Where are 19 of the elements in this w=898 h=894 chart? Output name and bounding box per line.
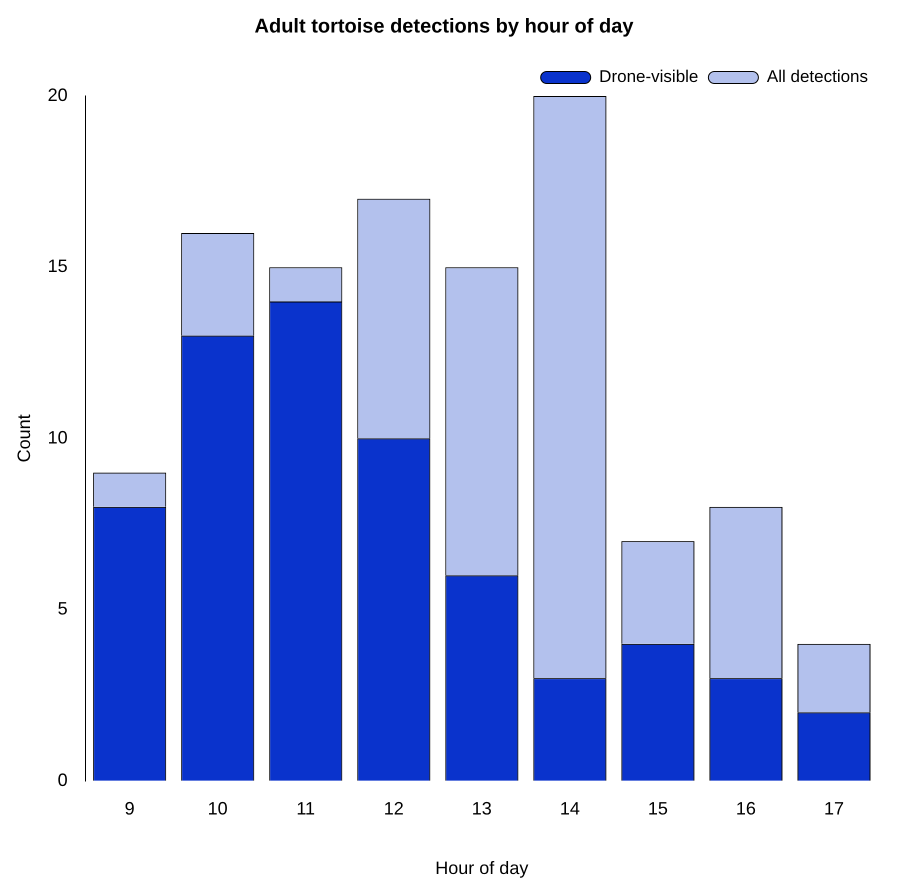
- legend-label: Drone-visible: [599, 67, 698, 86]
- x-tick-label: 9: [124, 798, 135, 819]
- legend-label: All detections: [766, 67, 868, 86]
- x-tick-label: 16: [736, 798, 756, 819]
- x-tick-label: 14: [560, 798, 580, 819]
- y-tick-label: 5: [58, 598, 68, 619]
- x-tick-label: 11: [296, 798, 316, 819]
- x-tick-label: 12: [384, 798, 404, 819]
- x-tick-label: 13: [472, 798, 492, 819]
- x-axis-title: Hour of day: [435, 858, 528, 878]
- y-tick-label: 15: [48, 256, 68, 276]
- y-tick-label: 10: [48, 427, 68, 448]
- chart-title: Adult tortoise detections by hour of day: [254, 16, 634, 38]
- y-axis-title: Count: [14, 414, 34, 462]
- x-tick-label: 15: [648, 798, 668, 819]
- y-tick-label: 20: [48, 84, 68, 105]
- x-tick-label: 17: [824, 798, 844, 819]
- x-tick-label: 10: [208, 798, 228, 819]
- y-tick-label: 0: [58, 770, 68, 790]
